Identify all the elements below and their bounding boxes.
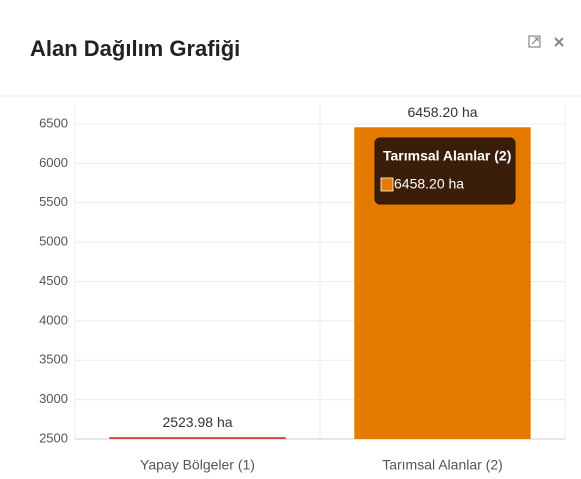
chart-title: Alan Dağılım Grafiği [30, 36, 240, 61]
tooltip: Tarımsal Alanlar (2) 6458.20 ha [374, 137, 516, 205]
y-tick-label: 4000 [39, 312, 68, 327]
close-icon[interactable] [554, 37, 564, 47]
y-tick-label: 6500 [39, 115, 68, 130]
tooltip-title: Tarımsal Alanlar (2) [383, 148, 511, 164]
y-tick-label: 4500 [39, 273, 68, 288]
y-tick-label: 3500 [39, 352, 68, 367]
y-tick-label: 5500 [39, 194, 68, 209]
plot-area: 2500 3000 3500 4000 4500 5000 5500 6000 6500 Yapa… [39, 104, 566, 473]
y-tick-label: 6000 [39, 155, 68, 170]
value-label: 2523.98 ha [162, 414, 232, 430]
y-tick-label: 3000 [39, 391, 68, 406]
value-label: 6458.20 ha [407, 104, 477, 120]
tooltip-swatch [380, 177, 394, 192]
header [0, 0, 581, 96]
bar [109, 437, 286, 439]
tooltip-value: 6458.20 ha [394, 176, 464, 192]
x-tick-label: Yapay Bölgeler (1) [140, 457, 255, 473]
y-tick-label: 2500 [39, 430, 68, 445]
y-tick-label: 5000 [39, 234, 68, 249]
tooltip-box [374, 137, 516, 205]
expand-icon[interactable] [528, 35, 541, 48]
x-tick-label: Tarımsal Alanlar (2) [382, 457, 503, 473]
